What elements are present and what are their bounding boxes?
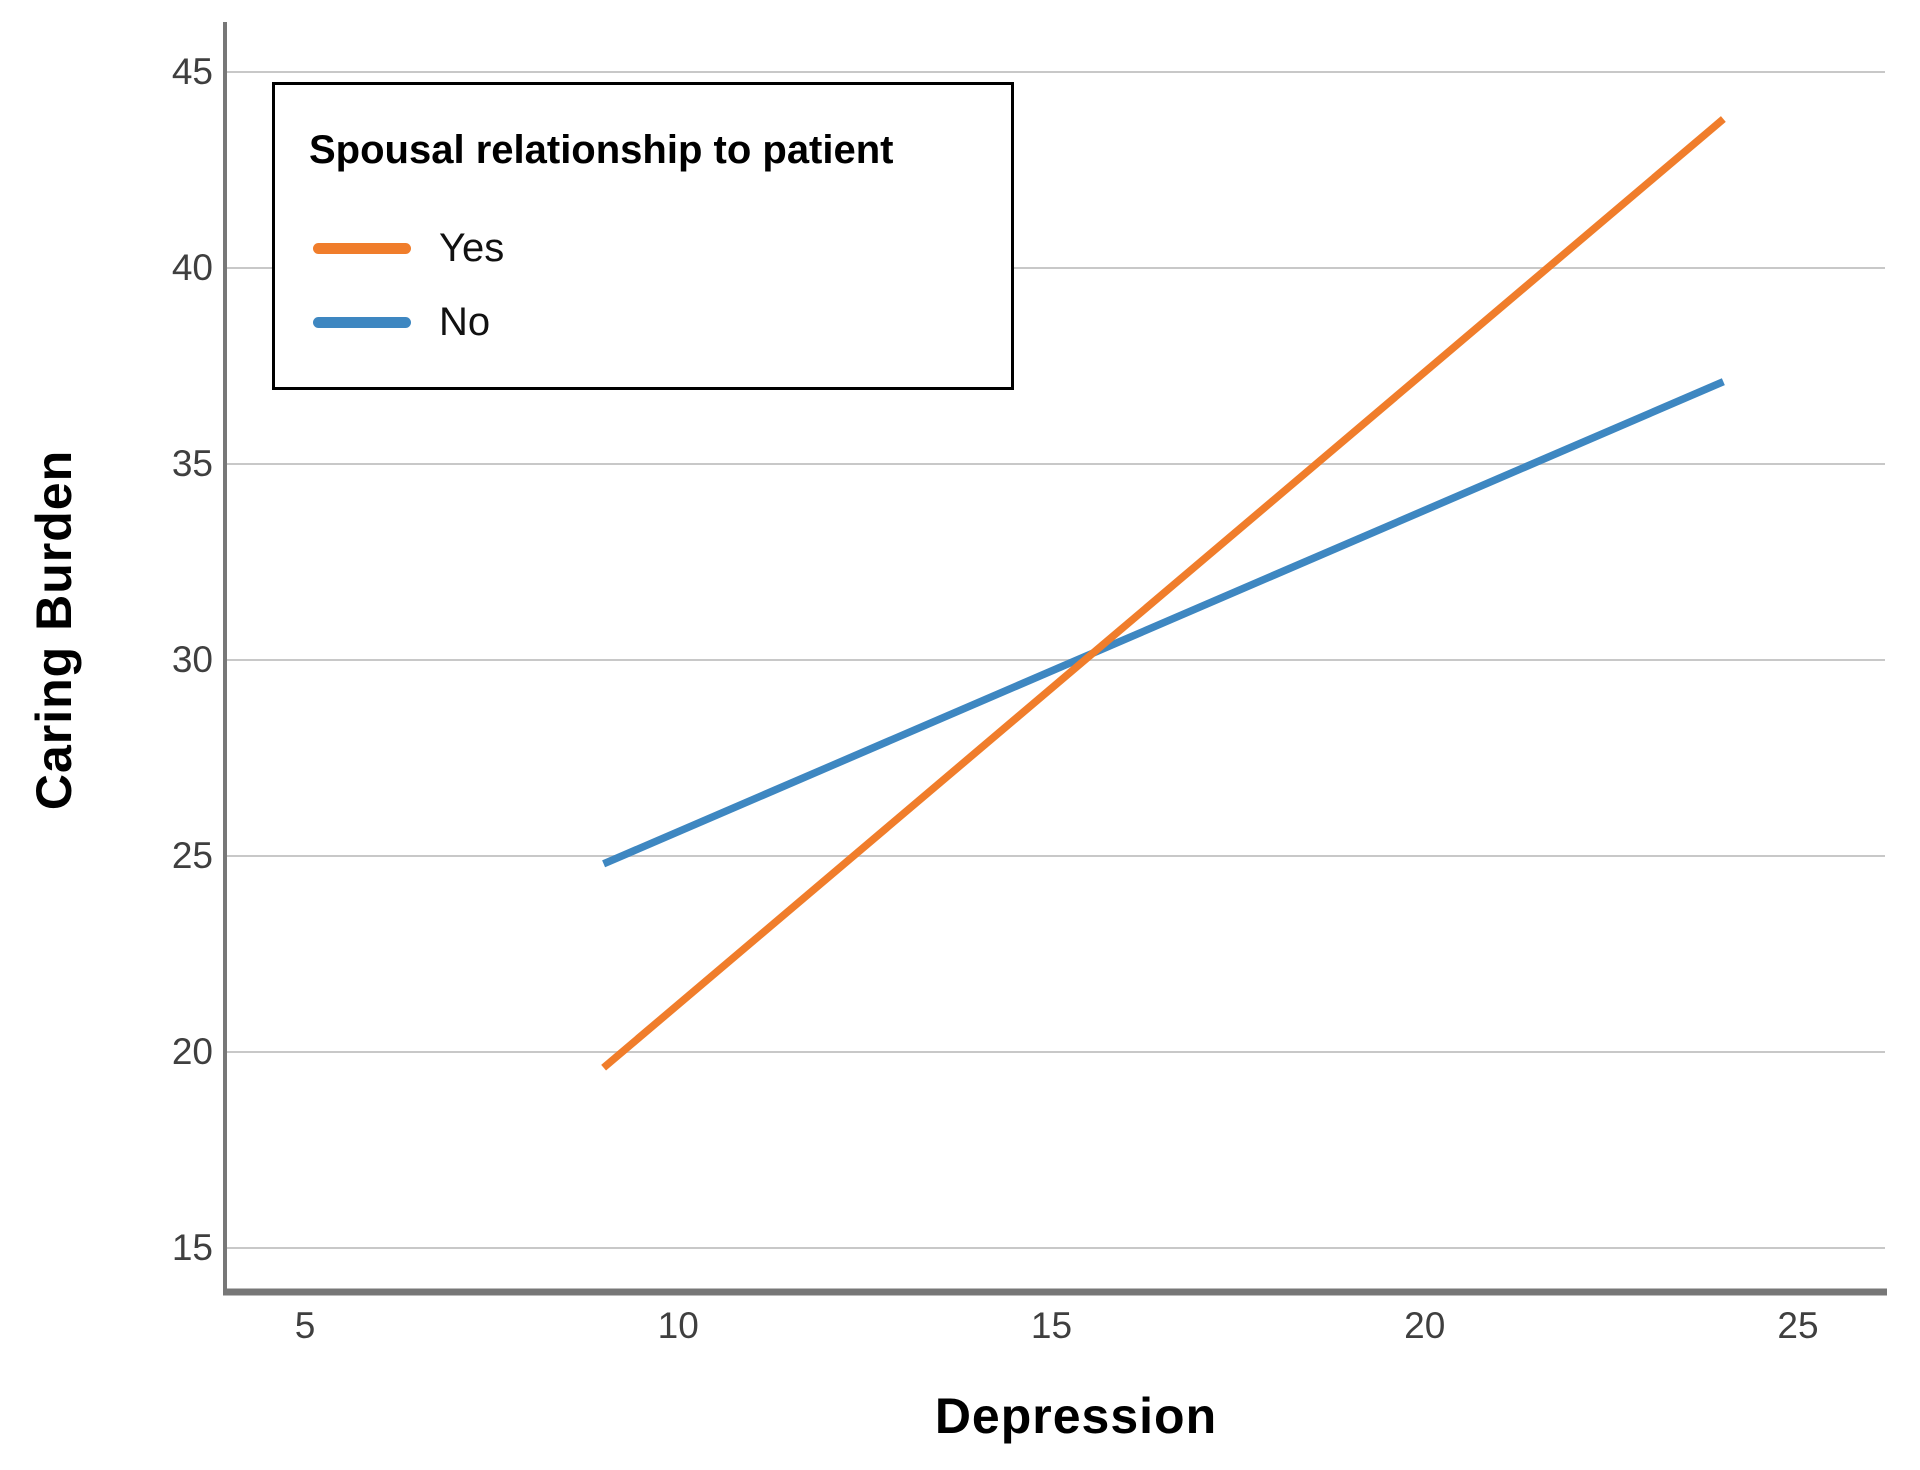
series-line-no — [602, 378, 1725, 868]
legend-swatch-no — [313, 316, 411, 328]
series-line-yes — [601, 116, 1726, 1071]
y-tick-label-25: 25 — [171, 835, 213, 876]
x-axis-title: Depression — [934, 1388, 1218, 1444]
x-tick-label-25: 25 — [1777, 1305, 1819, 1346]
y-tick-label-20: 20 — [171, 1031, 213, 1072]
legend-items: Yes No — [275, 211, 1011, 359]
y-tick-label-15: 15 — [171, 1227, 213, 1268]
legend: Spousal relationship to patient Yes No — [272, 82, 1014, 390]
y-axis-title: Caring Burden — [26, 449, 82, 811]
y-tick-label-35: 35 — [171, 443, 213, 484]
x-tick-label-5: 5 — [294, 1305, 316, 1346]
y-tick-label-40: 40 — [171, 247, 213, 288]
legend-title: Spousal relationship to patient — [309, 128, 894, 172]
x-tick-label-20: 20 — [1404, 1305, 1446, 1346]
x-tick-label-10: 10 — [657, 1305, 699, 1346]
legend-item-yes: Yes — [275, 211, 1011, 285]
y-tick-label-45: 45 — [171, 51, 213, 92]
y-tick-label-30: 30 — [171, 639, 213, 680]
legend-item-no: No — [275, 285, 1011, 359]
x-tick-label-15: 15 — [1030, 1305, 1073, 1346]
legend-label-no: No — [439, 300, 491, 344]
legend-swatch-yes — [313, 242, 411, 254]
legend-label-yes: Yes — [439, 226, 505, 270]
